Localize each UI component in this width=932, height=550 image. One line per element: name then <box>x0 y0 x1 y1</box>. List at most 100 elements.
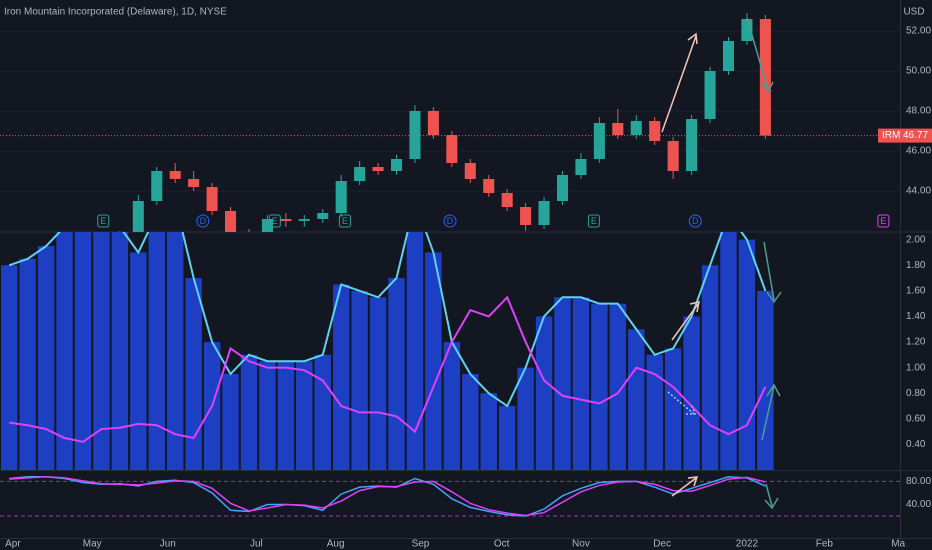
candle-body <box>612 123 624 135</box>
histogram-bar <box>93 232 110 470</box>
candle-body <box>132 201 144 232</box>
histogram-bar <box>535 316 553 470</box>
histogram-bar <box>19 258 36 470</box>
x-tick-label: Aug <box>327 539 345 550</box>
candle-body <box>372 167 384 171</box>
histogram-bar <box>406 232 424 470</box>
histogram-bar <box>277 361 295 470</box>
histogram-bar <box>332 284 350 470</box>
candle-body <box>593 123 605 159</box>
histogram-bar <box>56 232 73 470</box>
candle-body <box>759 19 771 136</box>
histogram-bar <box>646 354 663 470</box>
histogram-bar <box>185 278 202 470</box>
y-tick-label: 1.00 <box>906 362 926 373</box>
x-tick-label: Dec <box>653 539 671 550</box>
series-line <box>9 295 767 443</box>
y-tick-label: 0.60 <box>906 413 926 424</box>
x-tick-label: Feb <box>816 539 834 550</box>
histogram-bar <box>166 232 184 470</box>
histogram-bar <box>462 374 479 470</box>
event-marker <box>443 214 457 228</box>
histogram-bar <box>130 252 147 470</box>
event-marker <box>196 214 210 228</box>
y-tick-label: 48.00 <box>906 106 931 117</box>
y-tick-label: 40.00 <box>906 499 931 510</box>
y-tick-label: 0.40 <box>906 439 926 450</box>
x-tick-label: Jul <box>250 539 263 550</box>
event-marker <box>688 214 702 228</box>
pane <box>1 232 774 470</box>
histogram-bar <box>554 297 571 470</box>
candle-body <box>667 141 679 171</box>
event-marker <box>97 214 110 228</box>
histogram-bar <box>517 367 534 470</box>
annotations <box>661 17 782 510</box>
event-label: E <box>880 216 886 226</box>
event-label: D <box>447 216 454 226</box>
candle-body <box>390 159 403 171</box>
x-tick-label: Apr <box>5 539 21 550</box>
event-label: E <box>342 216 348 226</box>
histogram-bar <box>296 361 313 470</box>
histogram-bar <box>683 316 700 470</box>
y-tick-label: 46.00 <box>906 146 931 157</box>
event-label: D <box>692 216 699 226</box>
series-line <box>8 232 767 408</box>
candle-body <box>354 167 366 181</box>
histogram-bar <box>443 342 461 470</box>
histogram-bar <box>701 265 719 470</box>
candle-body <box>225 211 237 232</box>
histogram-bar <box>351 290 368 470</box>
series-line <box>9 476 766 517</box>
candle-body <box>483 179 495 193</box>
y-tick-label: 1.80 <box>906 260 926 271</box>
candle-body <box>188 179 200 187</box>
histogram-bar <box>664 348 682 470</box>
candle-body <box>630 121 642 135</box>
candle-body <box>317 213 329 219</box>
candle-body <box>538 201 550 225</box>
candle-body <box>151 171 163 201</box>
candle-body <box>556 175 569 201</box>
candle-body <box>575 159 587 175</box>
y-tick-label: 0.80 <box>906 388 926 399</box>
histogram-bar <box>1 265 18 470</box>
histogram-bar <box>222 374 239 470</box>
candle-body <box>409 111 421 159</box>
histogram-bar <box>37 246 55 470</box>
plot: 52.00 50.00 48.00 46.00 44.00 IRM 46.77 E D E E D E D… <box>0 13 932 550</box>
histogram-bar <box>609 303 627 470</box>
candle-body <box>649 121 661 141</box>
histogram-bar <box>148 232 165 470</box>
y-tick-label: 44.00 <box>906 186 931 197</box>
candle-body <box>520 207 532 225</box>
histogram-bar <box>480 393 497 470</box>
histogram-bar <box>314 354 331 470</box>
last-symbol: IRM <box>882 130 900 141</box>
candle-body <box>427 111 439 135</box>
candle-body <box>335 181 347 213</box>
y-tick-label: 50.00 <box>906 66 931 77</box>
event-label: E <box>591 216 597 226</box>
last-price-box <box>878 128 932 143</box>
histogram-bar <box>240 354 258 470</box>
histogram-bar <box>628 329 645 470</box>
histogram-bar <box>591 303 608 470</box>
event-label: D <box>200 216 207 226</box>
y-tick-label: 80.00 <box>906 476 931 487</box>
candle-body <box>704 71 716 119</box>
candle-body <box>298 219 310 221</box>
y-tick-label: 2.00 <box>906 234 926 245</box>
y-tick-label: 1.60 <box>906 286 926 297</box>
histogram-bar <box>259 361 276 470</box>
y-tick-label: 1.20 <box>906 337 926 348</box>
candle-body <box>261 219 273 232</box>
currency-label: USD <box>903 7 924 18</box>
histogram-bar <box>498 406 516 470</box>
histogram-bar <box>111 232 129 470</box>
histogram-bar <box>720 232 737 470</box>
candle-body <box>501 193 513 207</box>
pane <box>0 476 900 517</box>
event-marker <box>338 214 351 228</box>
